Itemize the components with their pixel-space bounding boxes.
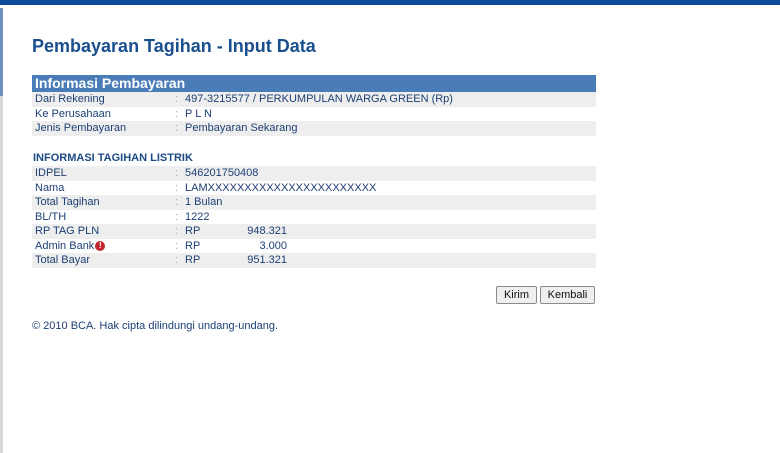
row-label: Admin Bank	[35, 239, 95, 252]
copyright-footer: © 2010 BCA. Hak cipta dilindungi undang-…	[32, 320, 278, 332]
table-row: Dari Rekening:497-3215577 / PERKUMPULAN …	[32, 92, 596, 107]
row-value: 1222	[185, 210, 210, 223]
row-label: Dari Rekening	[35, 93, 105, 105]
page-title: Pembayaran Tagihan - Input Data	[32, 36, 316, 56]
row-label: Total Tagihan	[35, 196, 100, 208]
payment-info-table: Informasi Pembayaran Dari Rekening:497-3…	[32, 75, 596, 136]
info-icon[interactable]: !	[95, 240, 106, 251]
table-row: RP TAG PLN: RP 948.321	[32, 224, 596, 239]
row-value: 546201750408	[185, 167, 259, 179]
bill-info-heading: INFORMASI TAGIHAN LISTRIK	[33, 152, 193, 164]
table-row: IDPEL:546201750408	[32, 166, 596, 181]
row-label: Total Bayar	[35, 254, 91, 266]
submit-button[interactable]: Kirim	[496, 286, 537, 304]
table-row: Admin Bank!: RP 3.000	[35, 239, 287, 252]
table-row: Total Bayar: RP 951.321	[32, 253, 596, 268]
row-label: RP TAG PLN	[35, 225, 100, 237]
row-label: Jenis Pembayaran	[35, 122, 127, 134]
left-edge-accent	[0, 8, 3, 96]
row-value: 497-3215577 / PERKUMPULAN WARGA GREEN (R…	[185, 93, 453, 105]
row-value: 1 Bulan	[185, 196, 223, 208]
top-bar	[0, 0, 780, 5]
back-button[interactable]: Kembali	[540, 286, 595, 304]
currency: RP	[185, 225, 201, 237]
left-edge	[0, 8, 3, 453]
currency: RP	[185, 239, 201, 252]
table-row: Nama: LAMXXXXXXXXXXXXXXXXXXXXXXX	[32, 181, 596, 196]
row-value: P L N	[185, 107, 212, 120]
table-row: Total Tagihan:1 Bulan	[32, 195, 596, 210]
amount: 3.000	[259, 239, 287, 252]
row-label: Nama	[35, 181, 65, 194]
row-label: IDPEL	[35, 167, 67, 179]
row-label: Ke Perusahaan	[35, 107, 111, 120]
table-row: Jenis Pembayaran: Pembayaran Sekarang	[32, 121, 596, 136]
table-row: BL/TH:1222	[32, 210, 596, 225]
bill-info-table: IDPEL:546201750408 Nama: LAMXXXXXXXXXXXXX…	[32, 166, 596, 268]
table-row: Ke Perusahaan: P L N	[32, 107, 596, 122]
currency: RP	[185, 254, 201, 266]
row-label: BL/TH	[35, 210, 67, 223]
amount: 951.321	[247, 254, 287, 266]
row-value: LAMXXXXXXXXXXXXXXXXXXXXXXX	[185, 181, 377, 194]
amount: 948.321	[247, 225, 287, 237]
payment-info-header: Informasi Pembayaran	[32, 75, 596, 92]
row-value: Pembayaran Sekarang	[185, 122, 298, 134]
